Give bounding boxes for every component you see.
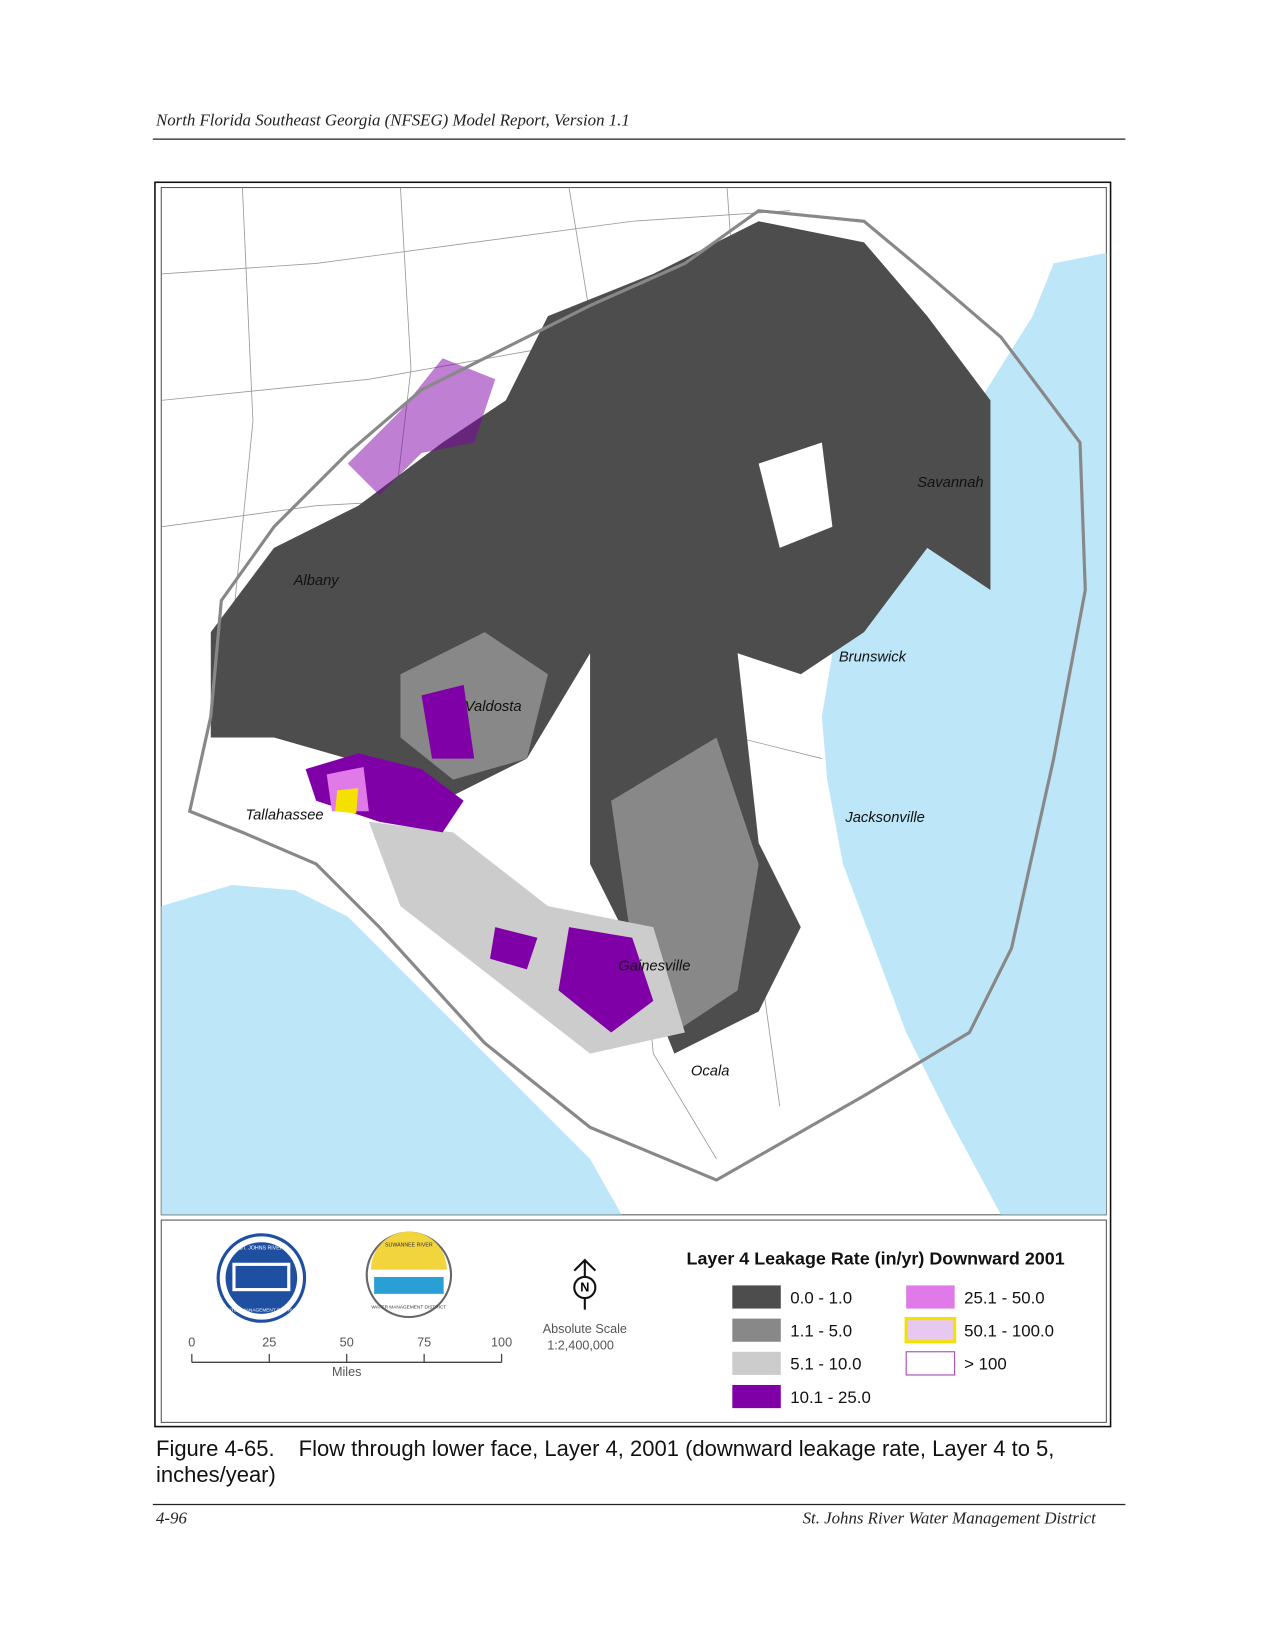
legend-swatch <box>732 1285 781 1309</box>
scale-tick-label: 100 <box>491 1336 512 1350</box>
footer-organization: St. Johns River Water Management Distric… <box>803 1509 1097 1528</box>
logo-text: SUWANNEE RIVER <box>385 1242 433 1248</box>
map-label: Tallahassee <box>245 808 323 824</box>
logo-sjr <box>216 1233 307 1323</box>
footer-page: 4-96 <box>156 1509 187 1528</box>
map <box>161 187 1107 1215</box>
logo-text: WATER MANAGEMENT DISTRICT <box>224 1308 299 1314</box>
model-boundary <box>187 209 1087 1182</box>
scale-tick-label: 75 <box>417 1336 431 1350</box>
caption: Figure 4-65. Flow through lower face, Lay… <box>156 1436 1116 1488</box>
legend-swatch <box>732 1384 781 1409</box>
legend-label: 10.1 - 25.0 <box>790 1388 871 1407</box>
legend-swatch <box>732 1351 781 1375</box>
legend-label: 50.1 - 100.0 <box>964 1321 1054 1340</box>
north-arrow <box>573 1258 597 1310</box>
scale-tick-label: 25 <box>262 1336 276 1350</box>
header-title: North Florida Southeast Georgia (NFSEG) … <box>155 110 630 129</box>
legend-swatch <box>904 1317 957 1344</box>
legend-label: 25.1 - 50.0 <box>964 1288 1045 1307</box>
legend-label: 0.0 - 1.0 <box>790 1288 852 1307</box>
figure-frame <box>154 181 1112 1428</box>
scale-tick-label: 50 <box>340 1336 354 1350</box>
scale-tick-label: 0 <box>188 1336 195 1350</box>
caption-text: Flow through lower face, Layer 4, 2001 (… <box>156 1436 1055 1487</box>
legend-label: 1.1 - 5.0 <box>790 1321 852 1340</box>
ocean <box>821 252 1107 1215</box>
legend-swatch <box>906 1285 955 1309</box>
legend-label: 5.1 - 10.0 <box>790 1355 861 1374</box>
legend-swatch <box>905 1351 956 1376</box>
north-label: N <box>580 1281 589 1295</box>
caption-number: Figure 4-65. <box>156 1436 275 1461</box>
map-label: Savannah <box>917 475 983 491</box>
scale-ratio: 1:2,400,000 <box>547 1339 614 1353</box>
scale-unit: Miles <box>332 1365 361 1379</box>
map-label: Brunswick <box>839 650 907 666</box>
scale-text: Absolute Scale <box>543 1322 627 1336</box>
legend-label: > 100 <box>964 1355 1007 1374</box>
logo-text: WATER MANAGEMENT DISTRICT <box>371 1305 446 1311</box>
map-label: Ocala <box>691 1064 730 1080</box>
map-label: Albany <box>293 573 341 589</box>
legend-title: Layer 4 Leakage Rate (in/yr) Downward 20… <box>687 1248 1065 1268</box>
map-label: Gainesville <box>618 958 690 974</box>
map-label: Jacksonville <box>844 810 925 826</box>
logo-srwmd <box>365 1231 453 1319</box>
logo-text: ST. JOHNS RIVER <box>239 1246 284 1252</box>
map-label: Valdosta <box>465 699 522 715</box>
leakage-zones <box>210 221 991 1054</box>
legend-swatch <box>732 1318 781 1342</box>
gulf <box>161 885 622 1215</box>
